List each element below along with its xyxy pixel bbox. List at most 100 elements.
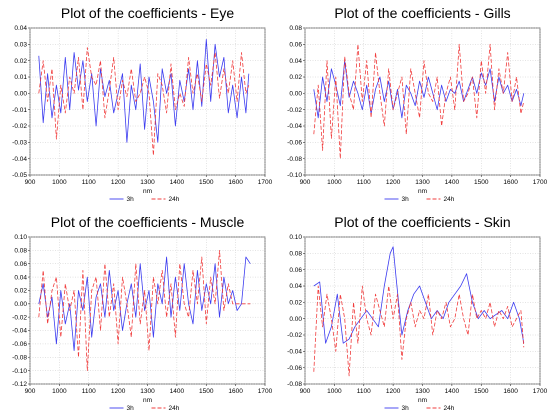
x-tick-label: 1300 bbox=[140, 179, 155, 186]
series-line-3h bbox=[313, 246, 525, 344]
x-tick-label: 1400 bbox=[170, 388, 185, 395]
x-axis-label: nm bbox=[418, 397, 427, 404]
x-tick-label: 1600 bbox=[228, 179, 243, 186]
legend-label-24h: 24h bbox=[169, 196, 180, 203]
y-tick-label: 0.02 bbox=[14, 288, 27, 295]
y-tick-label: 0.08 bbox=[289, 25, 302, 32]
x-tick-label: 1600 bbox=[503, 388, 518, 395]
y-tick-label: 0.06 bbox=[289, 42, 302, 49]
chart-muscle: Plot of the coefficients - Muscle -0.12 -0… bbox=[12, 214, 273, 412]
series-line-3h bbox=[38, 256, 251, 352]
y-tick-label: 0.04 bbox=[14, 274, 27, 281]
chart-gills: Plot of the coefficients - Gills -0.10 -0.… bbox=[287, 5, 548, 203]
x-tick-label: 1000 bbox=[52, 388, 67, 395]
y-tick-label: -0.01 bbox=[12, 107, 27, 114]
x-tick-label: 1500 bbox=[199, 179, 214, 186]
legend-label-3h: 3h bbox=[402, 405, 410, 412]
x-tick-label: 900 bbox=[300, 388, 311, 395]
x-axis-label: nm bbox=[143, 397, 152, 404]
chart-title: Plot of the coefficients - Gills bbox=[334, 5, 510, 21]
x-tick-label: 1700 bbox=[258, 388, 273, 395]
y-tick-label: 0.00 bbox=[289, 316, 302, 323]
y-tick-label: 0.08 bbox=[289, 251, 302, 258]
x-tick-label: 900 bbox=[25, 388, 36, 395]
y-tick-label: -0.02 bbox=[287, 332, 302, 339]
chart-title: Plot of the coefficients - Eye bbox=[61, 5, 234, 21]
x-tick-label: 1400 bbox=[445, 179, 460, 186]
chart-title: Plot of the coefficients - Muscle bbox=[51, 214, 245, 230]
y-tick-label: 0.04 bbox=[289, 283, 302, 290]
x-tick-label: 1100 bbox=[357, 179, 371, 186]
x-axis-label: nm bbox=[143, 188, 152, 195]
y-tick-label: -0.04 bbox=[12, 156, 27, 163]
y-tick-label: -0.04 bbox=[287, 123, 302, 130]
y-tick-label: -0.04 bbox=[12, 328, 27, 335]
y-tick-label: 0.10 bbox=[289, 234, 302, 241]
y-tick-label: 0.01 bbox=[14, 74, 27, 81]
x-tick-label: 1200 bbox=[111, 179, 126, 186]
x-tick-label: 1100 bbox=[82, 179, 96, 186]
y-tick-label: -0.06 bbox=[12, 341, 27, 348]
x-tick-label: 1400 bbox=[445, 388, 460, 395]
y-tick-label: -0.12 bbox=[12, 381, 27, 388]
panel-skin: Plot of the coefficients - Skin -0.08 -0.0… bbox=[275, 209, 550, 418]
y-tick-label: -0.02 bbox=[287, 107, 302, 114]
x-tick-label: 900 bbox=[25, 179, 36, 186]
y-tick-label: 0.10 bbox=[14, 234, 27, 241]
series-line-3h bbox=[38, 39, 250, 143]
y-tick-label: 0.04 bbox=[289, 58, 302, 65]
x-tick-label: 1200 bbox=[386, 388, 401, 395]
legend-label-3h: 3h bbox=[127, 405, 135, 412]
y-tick-label: 0.06 bbox=[14, 261, 27, 268]
y-tick-label: 0.04 bbox=[14, 25, 27, 32]
y-tick-label: -0.02 bbox=[12, 123, 27, 130]
y-tick-label: -0.10 bbox=[12, 368, 27, 375]
y-tick-label: -0.06 bbox=[287, 140, 302, 147]
x-tick-label: 1000 bbox=[52, 179, 67, 186]
panel-eye: Plot of the coefficients - Eye -0.05 -0.04… bbox=[0, 0, 275, 209]
y-tick-label: -0.02 bbox=[12, 314, 27, 321]
legend-label-24h: 24h bbox=[444, 405, 455, 412]
y-tick-label: -0.08 bbox=[287, 156, 302, 163]
y-tick-label: 0.03 bbox=[14, 42, 27, 49]
x-tick-label: 1500 bbox=[474, 388, 489, 395]
x-tick-label: 1700 bbox=[533, 388, 548, 395]
x-tick-label: 1200 bbox=[386, 179, 401, 186]
chart-eye: Plot of the coefficients - Eye -0.05 -0.04… bbox=[12, 5, 273, 203]
series-line-3h bbox=[313, 60, 525, 119]
x-tick-label: 1700 bbox=[533, 179, 548, 186]
x-tick-label: 1300 bbox=[415, 179, 430, 186]
x-tick-label: 1700 bbox=[258, 179, 273, 186]
series-line-24h bbox=[313, 285, 525, 377]
legend-label-3h: 3h bbox=[402, 196, 410, 203]
x-tick-label: 1400 bbox=[170, 179, 185, 186]
y-tick-label: 0.02 bbox=[289, 74, 302, 81]
x-tick-label: 1300 bbox=[140, 388, 155, 395]
x-tick-label: 1600 bbox=[503, 179, 518, 186]
y-tick-label: 0.00 bbox=[14, 301, 27, 308]
y-tick-label: 0.08 bbox=[14, 248, 27, 255]
y-tick-label: 0.00 bbox=[289, 91, 302, 98]
y-tick-label: -0.03 bbox=[12, 140, 27, 147]
panel-muscle: Plot of the coefficients - Muscle -0.12 -0… bbox=[0, 209, 275, 418]
y-tick-label: -0.05 bbox=[12, 172, 27, 179]
chart-title: Plot of the coefficients - Skin bbox=[334, 214, 510, 230]
x-tick-label: 1300 bbox=[415, 388, 430, 395]
series-line-24h bbox=[38, 47, 250, 156]
x-axis-label: nm bbox=[418, 188, 427, 195]
x-tick-label: 1100 bbox=[82, 388, 96, 395]
x-tick-label: 1500 bbox=[474, 179, 489, 186]
x-tick-label: 1600 bbox=[228, 388, 243, 395]
chart-skin: Plot of the coefficients - Skin -0.08 -0.0… bbox=[287, 214, 548, 412]
legend-label-3h: 3h bbox=[127, 196, 135, 203]
series-line-24h bbox=[313, 43, 525, 160]
y-tick-label: 0.02 bbox=[14, 58, 27, 65]
x-tick-label: 1000 bbox=[327, 388, 342, 395]
legend-label-24h: 24h bbox=[444, 196, 455, 203]
y-tick-label: -0.04 bbox=[287, 349, 302, 356]
x-tick-label: 1200 bbox=[111, 388, 126, 395]
y-tick-label: -0.10 bbox=[287, 172, 302, 179]
legend-label-24h: 24h bbox=[169, 405, 180, 412]
series-line-24h bbox=[38, 250, 251, 372]
x-tick-label: 900 bbox=[300, 179, 311, 186]
